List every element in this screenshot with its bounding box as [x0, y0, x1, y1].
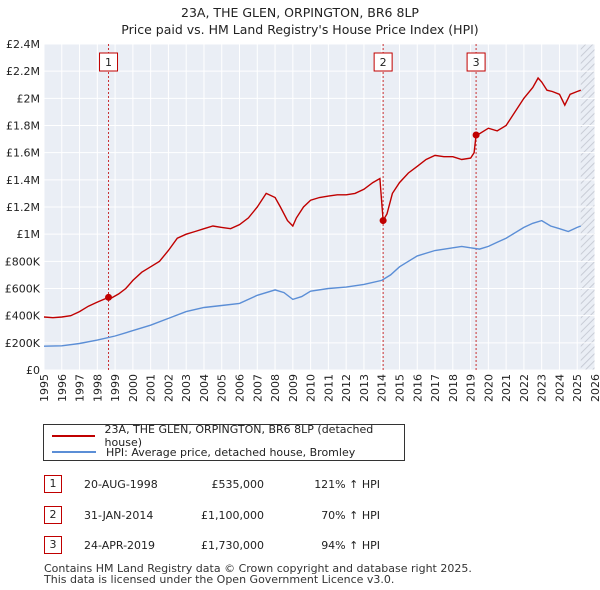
- x-tick-label: 2003: [180, 374, 193, 402]
- legend-label-property: 23A, THE GLEN, ORPINGTON, BR6 8LP (detac…: [104, 423, 374, 449]
- x-tick-label: 2022: [518, 374, 531, 402]
- sale-label-box: [99, 52, 119, 72]
- sale-point: [472, 131, 480, 139]
- x-tick-label: 2018: [447, 374, 460, 402]
- sale-price: £535,000: [211, 478, 265, 491]
- y-tick-label: £200K: [5, 337, 41, 350]
- sale-date: 24-APR-2019: [84, 539, 156, 552]
- sale-label: 1: [105, 56, 112, 69]
- sale-row-3: 3 24-APR-2019 £1,730,000 94% ↑ HPI: [44, 536, 464, 558]
- sale-hpi-change: 94% ↑ HPI: [321, 539, 380, 552]
- y-tick-label: £800K: [5, 255, 41, 268]
- legend: 23A, THE GLEN, ORPINGTON, BR6 8LP (detac…: [43, 423, 405, 461]
- x-tick-label: 2016: [411, 374, 424, 402]
- x-tick-label: 2021: [500, 374, 513, 402]
- x-tick-label: 2015: [393, 374, 406, 402]
- y-tick-label: £1M: [17, 228, 41, 241]
- legend-swatch-hpi: [52, 451, 96, 453]
- x-tick-label: 2023: [536, 374, 549, 402]
- x-tick-label: 2007: [251, 374, 264, 402]
- x-tick-label: 2000: [127, 374, 140, 402]
- footer-copyright: Contains HM Land Registry data © Crown c…: [44, 562, 472, 575]
- legend-label-hpi: HPI: Average price, detached house, Brom…: [106, 445, 356, 459]
- sale-point: [105, 293, 113, 301]
- x-tick-label: 1997: [74, 374, 87, 402]
- price-chart: £0 £200K £400K £600K £800K £1M £1.2M £1.4M £1.6M…: [5, 38, 600, 402]
- sale-row-2: 2 31-JAN-2014 £1,100,000 70% ↑ HPI: [44, 506, 464, 528]
- sale-row-1: 1 20-AUG-1998 £535,000 121% ↑ HPI: [44, 475, 464, 497]
- sale-label: 3: [473, 56, 480, 69]
- x-tick-label: 2013: [358, 374, 371, 402]
- x-tick-label: 2004: [198, 374, 211, 402]
- sale-marker-badge: 2: [44, 506, 62, 524]
- y-tick-label: £2.2M: [6, 65, 40, 78]
- chart-subtitle: Price paid vs. HM Land Registry's House …: [121, 22, 479, 37]
- x-tick-label: 2017: [429, 374, 442, 402]
- x-tick-label: 1999: [109, 374, 122, 402]
- x-tick-label: 2001: [145, 374, 158, 402]
- x-tick-label: 2002: [162, 374, 175, 402]
- x-tick-label: 2024: [553, 374, 566, 402]
- sale-point: [379, 217, 387, 225]
- property-price-line: [43, 76, 582, 319]
- y-tick-label: £600K: [5, 283, 41, 296]
- y-tick-label: £0: [26, 364, 40, 377]
- sale-price: £1,730,000: [201, 539, 264, 552]
- sale-hpi-change: 70% ↑ HPI: [321, 509, 380, 522]
- x-tick-label: 2005: [216, 374, 229, 402]
- x-tick-label: 1996: [56, 374, 69, 402]
- x-tick-label: 2014: [376, 374, 389, 402]
- y-tick-label: £1.2M: [6, 201, 40, 214]
- footer-licence: This data is licensed under the Open Gov…: [44, 573, 395, 586]
- y-tick-label: £400K: [5, 310, 41, 323]
- sale-label-box: [466, 52, 486, 72]
- x-tick-label: 2026: [589, 374, 600, 402]
- x-tick-label: 1998: [91, 374, 104, 402]
- x-tick-label: 2011: [322, 374, 335, 402]
- legend-swatch-property: [52, 435, 95, 437]
- sale-price: £1,100,000: [201, 509, 264, 522]
- legend-item-hpi: HPI: Average price, detached house, Brom…: [52, 444, 355, 460]
- sale-hpi-change: 121% ↑ HPI: [314, 478, 380, 491]
- x-tick-label: 2010: [305, 374, 318, 402]
- x-tick-label: 2025: [571, 374, 584, 402]
- sale-label-box: [373, 52, 393, 72]
- y-tick-label: £1.6M: [6, 147, 40, 160]
- y-tick-label: £2.4M: [6, 38, 40, 51]
- x-tick-label: 2020: [482, 374, 495, 402]
- sale-date: 20-AUG-1998: [84, 478, 158, 491]
- sale-marker-badge: 3: [44, 536, 62, 554]
- x-tick-label: 2009: [287, 374, 300, 402]
- y-tick-label: £1.8M: [6, 120, 40, 133]
- y-tick-label: £1.4M: [6, 174, 40, 187]
- x-tick-label: 1995: [38, 374, 51, 402]
- legend-item-property: 23A, THE GLEN, ORPINGTON, BR6 8LP (detac…: [52, 423, 404, 449]
- x-tick-label: 2019: [465, 374, 478, 402]
- x-tick-label: 2012: [340, 374, 353, 402]
- sale-marker-badge: 1: [44, 475, 62, 493]
- x-tick-label: 2006: [234, 374, 247, 402]
- chart-title: 23A, THE GLEN, ORPINGTON, BR6 8LP: [181, 5, 419, 20]
- y-tick-label: £2M: [17, 92, 41, 105]
- hpi-line: [43, 219, 582, 347]
- sale-label: 2: [380, 56, 387, 69]
- x-tick-label: 2008: [269, 374, 282, 402]
- sale-date: 31-JAN-2014: [84, 509, 154, 522]
